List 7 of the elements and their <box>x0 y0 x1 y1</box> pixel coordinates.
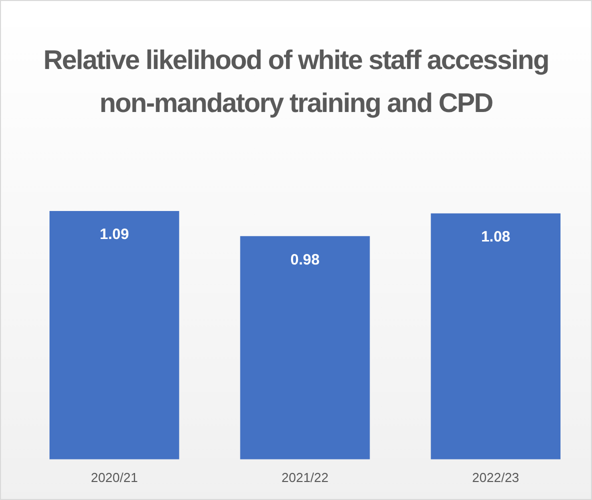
data-label: 1.08 <box>481 228 510 246</box>
data-label: 1.09 <box>100 226 129 244</box>
x-tick-label: 2021/22 <box>282 470 328 485</box>
x-tick-label: 2022/23 <box>472 470 520 485</box>
chart-title: Relative likelihood of white staff accessing non-mandatory training and CPD <box>42 44 550 120</box>
x-tick-label: 2020/21 <box>90 470 138 485</box>
data-label: 0.98 <box>290 251 320 268</box>
